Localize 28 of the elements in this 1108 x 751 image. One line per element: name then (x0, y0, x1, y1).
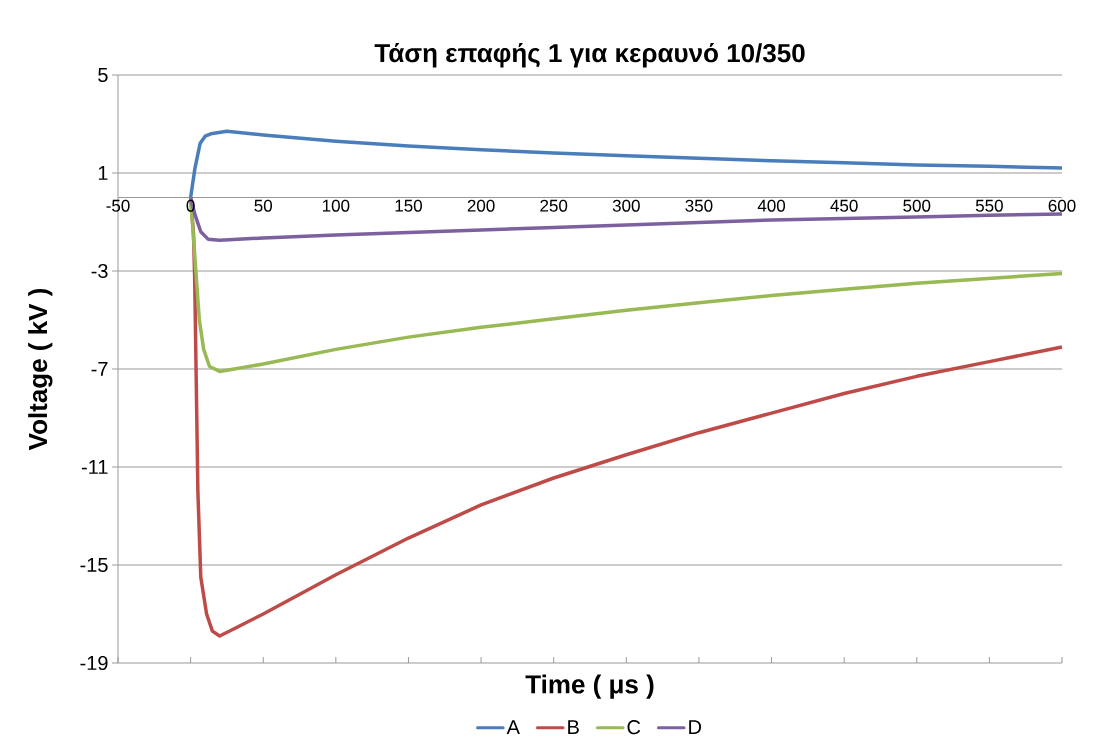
x-tick-label: 50 (254, 199, 273, 212)
x-tick-label: -50 (106, 199, 130, 212)
x-tick-label: 600 (1048, 199, 1076, 212)
x-axis-title: Time ( μs ) (525, 674, 654, 699)
legend-label: C (627, 720, 641, 735)
legend-label: D (689, 720, 702, 734)
x-tick-label: 150 (395, 199, 422, 212)
x-tick-label: 350 (685, 199, 713, 212)
legend-label: B (568, 720, 579, 734)
y-axis-title: Voltage ( kV ) (28, 288, 53, 451)
legend-label: A (506, 720, 520, 734)
y-tick-label: 5 (98, 68, 108, 82)
x-tick-label: 450 (830, 199, 858, 212)
chart-title: Τάση επαφής 1 για κεραυνό 10/350 (374, 42, 805, 68)
x-tick-label: 300 (612, 199, 640, 212)
x-tick-label: 400 (757, 199, 786, 212)
x-tick-label: 550 (975, 199, 1003, 212)
x-tick-label: 250 (540, 199, 568, 212)
y-tick-label: 1 (98, 166, 108, 180)
x-tick-label: 100 (322, 199, 350, 212)
y-tick-label: -3 (91, 263, 108, 279)
x-tick-label: 500 (903, 199, 931, 212)
y-tick-label: -19 (80, 655, 108, 671)
y-tick-label: -15 (80, 558, 108, 572)
x-tick-label: 200 (467, 199, 495, 212)
y-tick-label: -7 (91, 362, 108, 376)
x-tick-label: 0 (186, 199, 195, 212)
y-tick-label: -11 (81, 460, 108, 474)
